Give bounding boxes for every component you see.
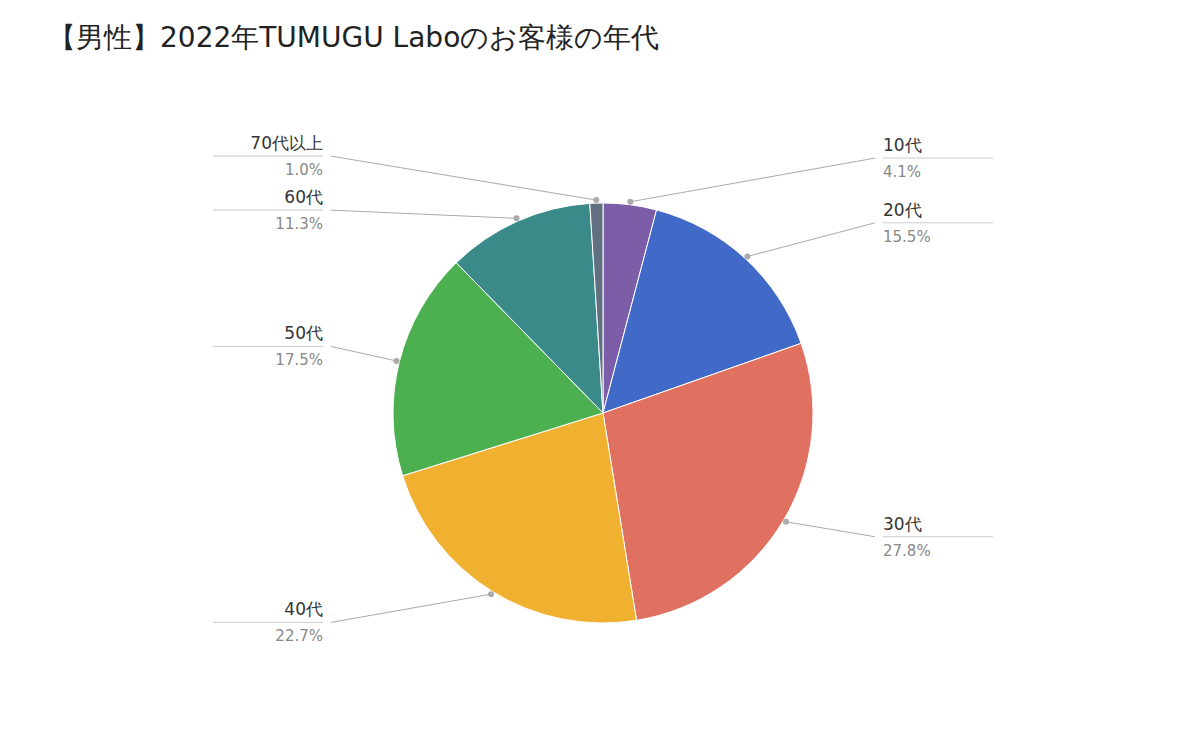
svg-text:60代: 60代 — [284, 187, 323, 207]
html-text:【男性】2022年TUMUGU Laboのお客様の年代: 【男性】2022年TUMUGU Laboのお客様の年代 — [48, 21, 660, 54]
svg-text:40代: 40代 — [284, 599, 323, 619]
svg-text:22.7%: 22.7% — [275, 627, 323, 645]
svg-text:4.1%: 4.1% — [883, 163, 921, 181]
svg-text:1.0%: 1.0% — [285, 161, 323, 179]
svg-text:20代: 20代 — [883, 200, 922, 220]
svg-text:70代以上: 70代以上 — [250, 133, 323, 153]
svg-text:17.5%: 17.5% — [275, 351, 323, 369]
svg-text:15.5%: 15.5% — [883, 228, 931, 246]
svg-text:27.8%: 27.8% — [883, 542, 931, 560]
svg-text:11.3%: 11.3% — [275, 215, 323, 233]
svg-text:10代: 10代 — [883, 135, 922, 155]
svg-text:50代: 50代 — [284, 323, 323, 343]
svg-text:30代: 30代 — [883, 514, 922, 534]
